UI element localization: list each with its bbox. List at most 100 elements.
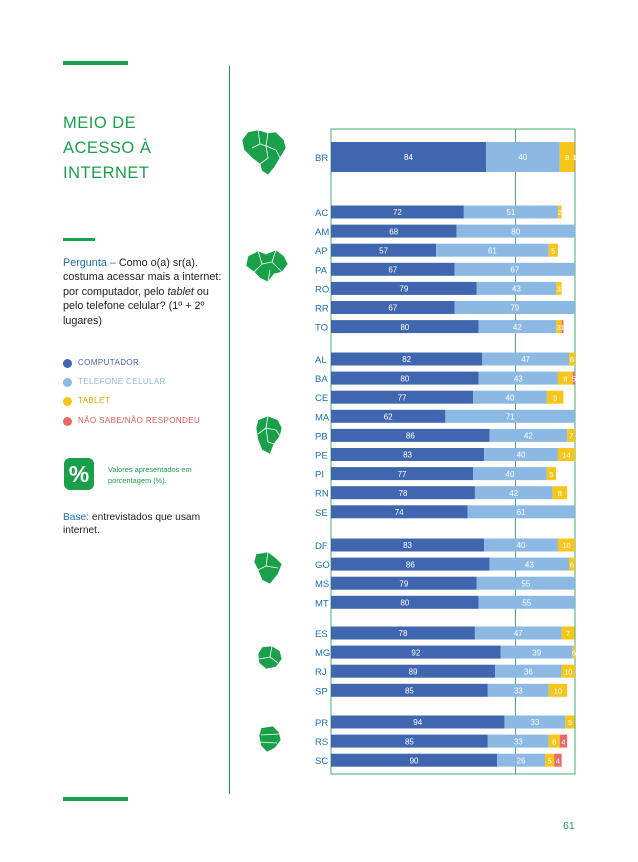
bar-BA-s2: [557, 371, 573, 385]
category-label-PB: PB: [315, 431, 328, 442]
bar-ES-s2: [561, 626, 575, 640]
bar-SC-s3: [554, 753, 562, 767]
legend-dot-phone: [63, 378, 72, 388]
bar-label-ES-s0: 78: [399, 629, 408, 638]
bar-label-PI-s0: 77: [398, 470, 407, 479]
question-tablet-word: tablet: [167, 285, 194, 298]
bar-AC-s1: [463, 205, 558, 219]
category-label-AP: AP: [315, 246, 328, 257]
bar-PR-s1: [504, 715, 566, 729]
bar-label-RO-s0: 79: [399, 285, 408, 294]
bar-label-SC-s1: 26: [517, 756, 526, 765]
bar-label-TO-s1: 42: [513, 323, 522, 332]
bar-label-RN-s2: 8: [558, 489, 562, 498]
sidebar-divider: [229, 66, 230, 794]
bar-RS-s0: [331, 734, 488, 748]
bar-MG-s0: [331, 645, 501, 659]
bar-RN-s2: [552, 486, 568, 500]
bar-label-GO-s0: 86: [406, 560, 415, 569]
bar-label-ES-s2: 7: [566, 629, 570, 638]
legend-label-tablet: TABLET: [78, 396, 111, 406]
bar-label-TO-s2: 3: [557, 323, 561, 332]
category-label-RR: RR: [315, 304, 329, 315]
bar-PA-s0: [331, 262, 455, 276]
bar-PR-s0: [331, 715, 505, 729]
bar-RR-s1: [454, 301, 575, 314]
bar-label-PE-s0: 83: [403, 451, 412, 460]
bar-DF-s0: [331, 538, 485, 552]
bar-label-BA-s1: 43: [514, 374, 523, 383]
bar-label-BR-s3: 1: [573, 153, 577, 162]
bar-BR-s0: [331, 142, 486, 172]
bar-label-MG-s1: 39: [532, 648, 541, 657]
category-label-SE: SE: [315, 508, 328, 519]
category-label-RN: RN: [315, 489, 329, 500]
bar-PI-s1: [473, 467, 547, 481]
bar-MS-s1: [476, 576, 575, 590]
bar-AL-s0: [331, 352, 483, 366]
bar-label-AL-s1: 47: [521, 355, 530, 364]
bar-AP-s2: [548, 243, 558, 257]
north-region-map-icon: [245, 249, 289, 283]
bar-label-SP-s1: 33: [514, 687, 523, 696]
bar-GO-s0: [331, 557, 490, 571]
category-label-CE: CE: [315, 393, 328, 404]
bar-PI-s0: [331, 467, 474, 481]
bar-label-MG-s0: 92: [411, 648, 420, 657]
bottom-green-rule: [63, 797, 128, 801]
category-label-ES: ES: [315, 629, 328, 640]
category-label-SC: SC: [315, 756, 328, 767]
bar-BA-s3: [572, 371, 575, 385]
bar-label-RO-s1: 43: [512, 285, 521, 294]
legend-dot-tablet: [63, 397, 72, 407]
category-label-PE: PE: [315, 451, 328, 462]
bar-label-TO-s3: 1: [560, 323, 564, 332]
bar-label-GO-s1: 43: [525, 560, 534, 569]
bar-label-PI-s1: 40: [506, 470, 515, 479]
legend-dot-dk: [63, 416, 72, 426]
base-text: entrevistados que usam internet.: [63, 512, 201, 536]
bar-SC-s0: [331, 753, 498, 767]
bar-AM-s1: [456, 224, 575, 238]
bar-AP-s1: [436, 243, 549, 257]
midwest-region-map-icon: [253, 551, 283, 585]
bar-label-PR-s2: 5: [568, 718, 572, 727]
bar-MT-s1: [478, 595, 575, 609]
bar-label-RR-s1: 79: [510, 304, 519, 313]
bar-label-AP-s2: 5: [551, 246, 555, 255]
category-label-AC: AC: [315, 208, 328, 219]
top-green-rule: [63, 61, 128, 65]
bar-GO-s2: [569, 557, 575, 571]
bar-label-AP-s0: 57: [379, 246, 388, 255]
bar-label-BR-s0: 84: [404, 153, 413, 162]
base-label: Base:: [63, 512, 90, 523]
bar-label-PE-s2: 14: [562, 451, 570, 460]
category-label-AL: AL: [315, 355, 327, 366]
bar-AL-s1: [482, 352, 570, 366]
bar-DF-s1: [484, 538, 558, 552]
bar-PR-s2: [565, 715, 575, 729]
bar-label-MA-s0: 62: [384, 413, 393, 422]
bar-PB-s2: [567, 428, 575, 442]
bar-label-BR-s1: 40: [518, 153, 527, 162]
bar-RO-s0: [331, 281, 477, 295]
bar-label-PA-s0: 67: [388, 266, 397, 275]
bar-DF-s2: [557, 538, 575, 552]
bar-ES-s0: [331, 626, 475, 640]
bar-PE-s0: [331, 448, 485, 461]
bar-label-PB-s1: 42: [524, 432, 533, 441]
bar-label-RN-s1: 42: [509, 489, 518, 498]
base-note: Base: entrevistados que usam internet.: [63, 511, 223, 537]
bar-label-AL-s0: 82: [402, 355, 411, 364]
bar-label-SC-s0: 90: [410, 756, 419, 765]
bar-TO-s2: [556, 320, 562, 334]
category-label-MS: MS: [315, 579, 329, 590]
category-label-TO: TO: [315, 323, 328, 334]
bar-label-SP-s2: 10: [554, 687, 562, 696]
bar-label-PI-s2: 5: [549, 470, 553, 479]
category-label-RJ: RJ: [315, 667, 327, 678]
bar-PE-s1: [484, 448, 558, 461]
bar-BA-s1: [478, 371, 558, 385]
bar-label-MS-s0: 79: [399, 579, 408, 588]
bar-TO-s0: [331, 320, 479, 334]
